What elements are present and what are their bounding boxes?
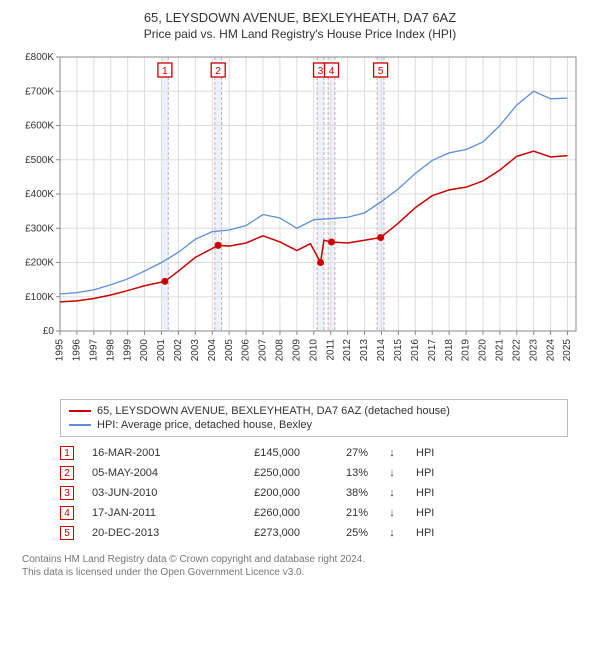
legend-swatch xyxy=(69,410,91,412)
chart-header: 65, LEYSDOWN AVENUE, BEXLEYHEATH, DA7 6A… xyxy=(12,10,588,41)
svg-text:2005: 2005 xyxy=(224,339,235,362)
table-row: 1 16-MAR-2001 £145,000 27% ↓ HPI xyxy=(60,443,568,463)
arrow-down-icon: ↓ xyxy=(386,447,398,459)
svg-text:£300K: £300K xyxy=(25,223,54,234)
svg-text:2007: 2007 xyxy=(258,339,269,362)
svg-text:2024: 2024 xyxy=(545,339,556,362)
svg-text:2000: 2000 xyxy=(139,339,150,362)
svg-text:2010: 2010 xyxy=(308,339,319,362)
legend-swatch xyxy=(69,424,91,426)
sale-date: 05-MAY-2004 xyxy=(92,467,202,479)
sale-pct: 25% xyxy=(318,527,368,539)
svg-text:2012: 2012 xyxy=(342,339,353,362)
sale-marker-icon: 4 xyxy=(60,506,74,520)
chart-subtitle: Price paid vs. HM Land Registry's House … xyxy=(12,27,588,41)
sale-price: £260,000 xyxy=(220,507,300,519)
svg-text:£700K: £700K xyxy=(25,86,54,97)
legend-label: HPI: Average price, detached house, Bexl… xyxy=(97,419,312,431)
svg-text:4: 4 xyxy=(329,66,335,77)
sale-pct: 21% xyxy=(318,507,368,519)
arrow-down-icon: ↓ xyxy=(386,507,398,519)
svg-text:2015: 2015 xyxy=(393,339,404,362)
sale-ref: HPI xyxy=(416,507,446,519)
svg-text:£0: £0 xyxy=(43,326,55,337)
svg-text:2020: 2020 xyxy=(478,339,489,362)
svg-text:2023: 2023 xyxy=(528,339,539,362)
svg-text:£600K: £600K xyxy=(25,121,54,132)
svg-text:2014: 2014 xyxy=(376,339,387,362)
sale-date: 17-JAN-2011 xyxy=(92,507,202,519)
svg-text:2019: 2019 xyxy=(461,339,472,362)
svg-text:2002: 2002 xyxy=(173,339,184,362)
sale-marker-icon: 3 xyxy=(60,486,74,500)
svg-text:2025: 2025 xyxy=(562,339,573,362)
sale-date: 16-MAR-2001 xyxy=(92,447,202,459)
svg-text:2018: 2018 xyxy=(444,339,455,362)
legend-item: HPI: Average price, detached house, Bexl… xyxy=(69,418,559,432)
sale-ref: HPI xyxy=(416,487,446,499)
table-row: 5 20-DEC-2013 £273,000 25% ↓ HPI xyxy=(60,523,568,543)
svg-text:2006: 2006 xyxy=(241,339,252,362)
sale-pct: 38% xyxy=(318,487,368,499)
sale-ref: HPI xyxy=(416,447,446,459)
svg-text:2003: 2003 xyxy=(190,339,201,362)
footer-line: Contains HM Land Registry data © Crown c… xyxy=(22,553,588,566)
sale-date: 03-JUN-2010 xyxy=(92,487,202,499)
arrow-down-icon: ↓ xyxy=(386,527,398,539)
sale-ref: HPI xyxy=(416,467,446,479)
arrow-down-icon: ↓ xyxy=(386,487,398,499)
sale-date: 20-DEC-2013 xyxy=(92,527,202,539)
address-title: 65, LEYSDOWN AVENUE, BEXLEYHEATH, DA7 6A… xyxy=(12,10,588,25)
sale-price: £250,000 xyxy=(220,467,300,479)
svg-text:1996: 1996 xyxy=(72,339,83,362)
svg-text:2011: 2011 xyxy=(325,339,336,361)
sale-price: £145,000 xyxy=(220,447,300,459)
svg-text:£500K: £500K xyxy=(25,155,54,166)
svg-text:1: 1 xyxy=(162,66,168,77)
sale-marker-icon: 5 xyxy=(60,526,74,540)
sale-pct: 13% xyxy=(318,467,368,479)
svg-text:5: 5 xyxy=(378,66,384,77)
svg-text:2008: 2008 xyxy=(275,339,286,362)
svg-text:1999: 1999 xyxy=(122,339,133,362)
table-row: 4 17-JAN-2011 £260,000 21% ↓ HPI xyxy=(60,503,568,523)
svg-text:2004: 2004 xyxy=(207,339,218,362)
svg-text:£100K: £100K xyxy=(25,292,54,303)
svg-text:1995: 1995 xyxy=(55,339,66,362)
table-row: 2 05-MAY-2004 £250,000 13% ↓ HPI xyxy=(60,463,568,483)
sale-price: £200,000 xyxy=(220,487,300,499)
svg-text:2017: 2017 xyxy=(427,339,438,362)
sale-pct: 27% xyxy=(318,447,368,459)
sale-price: £273,000 xyxy=(220,527,300,539)
svg-text:£400K: £400K xyxy=(25,189,54,200)
svg-text:£200K: £200K xyxy=(25,258,54,269)
legend-item: 65, LEYSDOWN AVENUE, BEXLEYHEATH, DA7 6A… xyxy=(69,404,559,418)
svg-text:2009: 2009 xyxy=(291,339,302,362)
footer-attribution: Contains HM Land Registry data © Crown c… xyxy=(22,553,588,579)
sales-table: 1 16-MAR-2001 £145,000 27% ↓ HPI 2 05-MA… xyxy=(60,443,568,543)
sale-marker-icon: 1 xyxy=(60,446,74,460)
svg-text:2016: 2016 xyxy=(410,339,421,362)
svg-text:2: 2 xyxy=(215,66,221,77)
legend: 65, LEYSDOWN AVENUE, BEXLEYHEATH, DA7 6A… xyxy=(60,399,568,437)
sale-ref: HPI xyxy=(416,527,446,539)
table-row: 3 03-JUN-2010 £200,000 38% ↓ HPI xyxy=(60,483,568,503)
svg-text:2001: 2001 xyxy=(156,339,167,362)
sale-marker-icon: 2 xyxy=(60,466,74,480)
arrow-down-icon: ↓ xyxy=(386,467,398,479)
legend-label: 65, LEYSDOWN AVENUE, BEXLEYHEATH, DA7 6A… xyxy=(97,405,450,417)
svg-text:1997: 1997 xyxy=(88,339,99,362)
svg-text:3: 3 xyxy=(318,66,324,77)
svg-text:2013: 2013 xyxy=(359,339,370,362)
svg-text:£800K: £800K xyxy=(25,52,54,63)
svg-text:2021: 2021 xyxy=(495,339,506,362)
svg-text:1998: 1998 xyxy=(105,339,116,362)
svg-text:2022: 2022 xyxy=(511,339,522,362)
footer-line: This data is licensed under the Open Gov… xyxy=(22,566,588,579)
price-chart: £0 £100K £200K £300K £400K £500K £600K £700K £80… xyxy=(12,49,588,389)
